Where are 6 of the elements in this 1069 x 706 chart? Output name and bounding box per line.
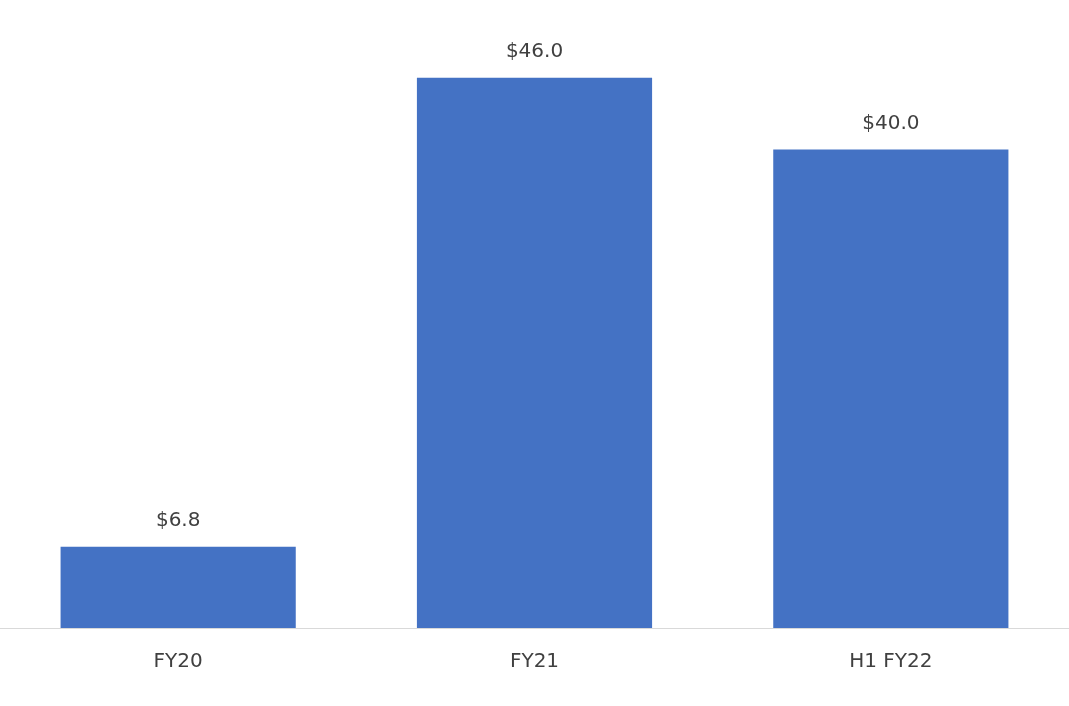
x-tick-label: FY21 (509, 648, 560, 673)
x-tick-label: FY20 (153, 648, 203, 673)
data-label: $40.0 (862, 109, 920, 134)
data-label: $6.8 (155, 506, 201, 531)
data-label: $46.0 (505, 38, 564, 63)
x-tick-label: H1 FY22 (849, 648, 933, 673)
